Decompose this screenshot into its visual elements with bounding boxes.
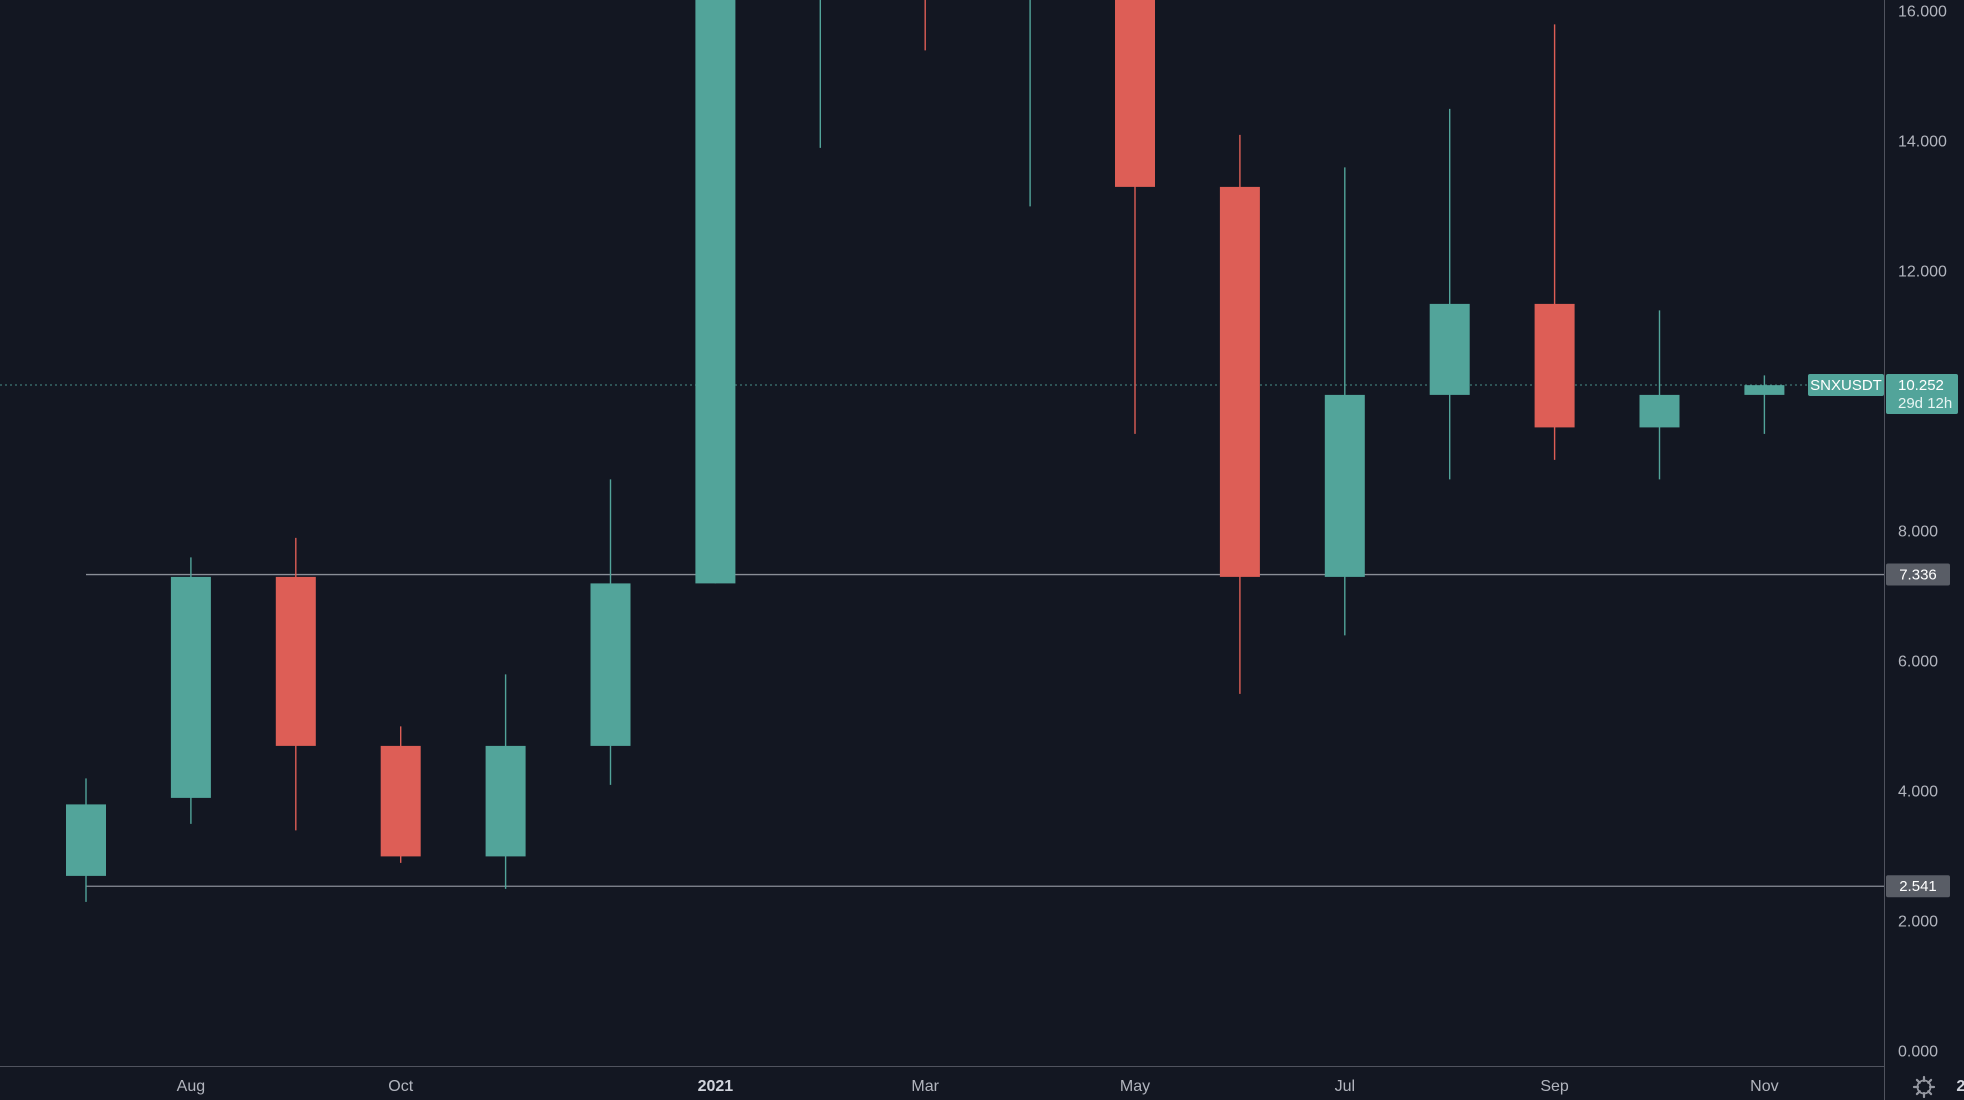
candle-body xyxy=(275,576,316,746)
candle-body xyxy=(1324,394,1365,577)
x-tick-label: Jul xyxy=(1335,1078,1355,1095)
gear-ring xyxy=(1916,1079,1932,1095)
x-tick-label: Mar xyxy=(911,1078,939,1095)
y-tick-label: 6.000 xyxy=(1898,653,1938,670)
last-price-badge xyxy=(1886,374,1958,415)
candle-body xyxy=(1219,186,1260,577)
x-tick-label: Nov xyxy=(1750,1078,1778,1095)
y-tick-label: 4.000 xyxy=(1898,783,1938,800)
candle-body xyxy=(590,583,631,746)
x-tick-label: 2022 xyxy=(1956,1078,1964,1095)
candle-body xyxy=(1429,303,1470,395)
y-tick-label: 8.000 xyxy=(1898,523,1938,540)
candle-body xyxy=(1115,0,1155,187)
candle-body xyxy=(695,0,736,584)
candle-body xyxy=(1744,385,1785,395)
candle-body xyxy=(1534,303,1575,428)
x-tick-label: 2021 xyxy=(698,1078,734,1095)
level-price-label: 2.541 xyxy=(1899,878,1937,895)
y-tick-label: 14.000 xyxy=(1898,133,1947,150)
horizontal-levels xyxy=(86,573,1884,887)
x-tick-label: Sep xyxy=(1540,1078,1569,1095)
symbol-badge xyxy=(1808,374,1884,397)
level-price-badge xyxy=(1886,875,1950,898)
x-tick-label: Aug xyxy=(177,1078,205,1095)
y-tick-label: 0.000 xyxy=(1898,1043,1938,1060)
last-price-label: 10.252 xyxy=(1898,377,1944,394)
level-price-label: 7.336 xyxy=(1899,567,1937,584)
candle-body xyxy=(170,576,211,798)
candles xyxy=(66,0,1785,902)
countdown-label: 29d 12h xyxy=(1898,395,1952,412)
candle-body xyxy=(66,804,106,876)
y-tick-label: 12.000 xyxy=(1898,263,1947,280)
candle-body xyxy=(485,745,526,857)
gear-icon[interactable] xyxy=(1912,1075,1936,1099)
candle-body xyxy=(380,745,421,857)
x-tick-label: May xyxy=(1120,1078,1150,1095)
x-tick-label: Oct xyxy=(388,1078,413,1095)
symbol-label: SNXUSDT xyxy=(1810,377,1882,394)
y-tick-label: 2.000 xyxy=(1898,913,1938,930)
y-tick-label: 16.000 xyxy=(1898,3,1947,20)
candle-body xyxy=(1639,394,1680,428)
level-price-badge xyxy=(1886,563,1950,586)
